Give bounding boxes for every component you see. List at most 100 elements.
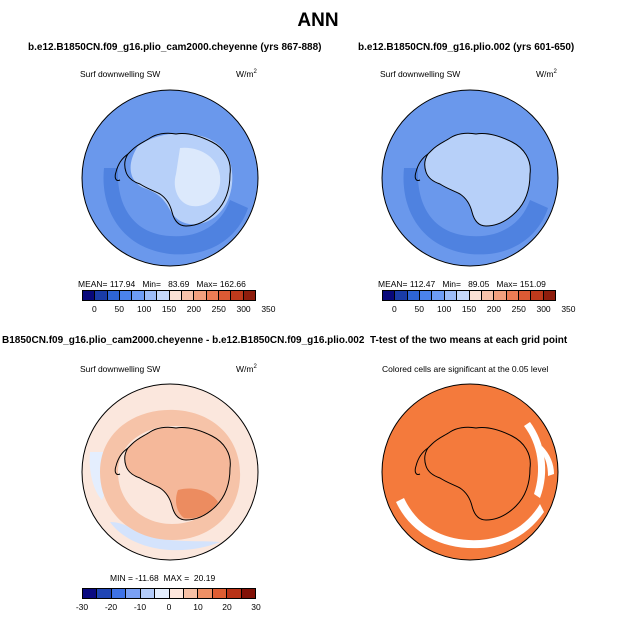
colorbar-swatch — [206, 291, 219, 300]
panel-1-band — [103, 168, 248, 255]
panel-4-significant-fill — [382, 384, 558, 560]
panel-2-colorbar — [382, 290, 556, 301]
panel-3-stats: MIN = -11.68 MAX = 20.19 — [110, 573, 216, 583]
panel-1-variable: Surf downwelling SW — [80, 69, 161, 79]
panel-3-hotspot — [176, 488, 218, 519]
colorbar-swatch — [97, 589, 112, 598]
colorbar-swatch — [107, 291, 121, 300]
panel-1-colorbar-ticks: 0 50 100 150 200 250 300 350 — [82, 304, 275, 316]
colorbar-swatch — [444, 291, 458, 300]
panel-3-blue-patch-bottom — [110, 522, 220, 551]
colorbar-swatch — [383, 291, 396, 300]
colorbar-tick-label: 350 — [261, 304, 276, 314]
colorbar-swatch — [83, 589, 98, 598]
colorbar-swatch — [494, 291, 507, 300]
colorbar-tick-label: 0 — [166, 602, 172, 612]
panel-1-coastline — [124, 132, 231, 227]
panel-1-colorbar — [82, 290, 256, 301]
colorbar-tick-label: 100 — [137, 304, 152, 314]
colorbar-swatch — [169, 291, 182, 300]
panel-3-units: W/m2 — [236, 364, 257, 374]
panel-4-map — [381, 383, 559, 561]
panel-3-variable: Surf downwelling SW — [80, 364, 161, 374]
panel-4-coastline — [424, 426, 531, 521]
colorbar-tick-label: 0 — [92, 304, 97, 314]
colorbar-swatch — [227, 589, 242, 598]
colorbar-swatch — [469, 291, 482, 300]
colorbar-tick-label: 300 — [236, 304, 251, 314]
colorbar-swatch — [194, 291, 207, 300]
panel-2-colorbar-ticks: 0 50 100 150 200 250 300 350 — [382, 304, 575, 316]
colorbar-tick-label: 50 — [114, 304, 125, 314]
panel-1-stats: MEAN= 117.94 Min= 83.69 Max= 162.66 — [78, 279, 246, 289]
colorbar-tick-label: 300 — [536, 304, 551, 314]
colorbar-swatch — [457, 291, 470, 300]
panel-2-variable: Surf downwelling SW — [380, 69, 461, 79]
colorbar-swatch — [218, 291, 232, 300]
colorbar-tick-label: 10 — [193, 602, 203, 612]
colorbar-swatch — [243, 291, 256, 300]
panel-1-units: W/m2 — [236, 69, 257, 79]
panel-3-coastline — [124, 426, 231, 521]
colorbar-swatch — [518, 291, 532, 300]
colorbar-swatch — [111, 589, 127, 598]
panel-3-map — [81, 383, 259, 561]
colorbar-swatch — [83, 291, 96, 300]
panel-1-title: b.e12.B1850CN.f09_g16.plio_cam2000.cheye… — [28, 42, 322, 53]
colorbar-swatch — [120, 291, 133, 300]
colorbar-tick-label: -20 — [104, 602, 118, 612]
colorbar-swatch — [183, 589, 199, 598]
colorbar-swatch — [144, 291, 158, 300]
colorbar-swatch — [407, 291, 421, 300]
panel-2-peninsula — [414, 153, 429, 181]
colorbar-tick-label: -10 — [133, 602, 147, 612]
colorbar-tick-label: 150 — [161, 304, 177, 314]
panel-3-colorbar — [82, 588, 256, 599]
colorbar-swatch — [132, 291, 145, 300]
colorbar-tick-label: 50 — [414, 304, 425, 314]
colorbar-tick-label: -30 — [75, 602, 89, 612]
panel-4-insignificant-arc — [524, 422, 546, 498]
panel-1-plateau — [174, 147, 221, 207]
colorbar-swatch — [543, 291, 556, 300]
colorbar-swatch — [395, 291, 408, 300]
panel-3-title: B1850CN.f09_g16.plio_cam2000.cheyenne - … — [2, 335, 365, 346]
colorbar-swatch — [212, 589, 228, 598]
colorbar-tick-label: 250 — [511, 304, 526, 314]
colorbar-swatch — [95, 291, 108, 300]
panel-3-colorbar-ticks: -30 -20 -10 0 10 20 30 — [76, 602, 261, 614]
colorbar-swatch — [432, 291, 445, 300]
panel-1-map — [81, 89, 259, 267]
colorbar-swatch — [155, 589, 170, 598]
colorbar-swatch — [140, 589, 156, 598]
colorbar-swatch — [241, 589, 256, 598]
colorbar-swatch — [169, 589, 184, 598]
main-title: ANN — [297, 10, 339, 31]
panel-2-stats: MEAN= 112.47 Min= 89.05 Max= 151.09 — [378, 279, 546, 289]
colorbar-tick-label: 20 — [222, 602, 232, 612]
panel-4-peninsula — [414, 447, 429, 475]
panel-2-units: W/m2 — [536, 69, 557, 79]
colorbar-tick-label: 250 — [211, 304, 226, 314]
colorbar-swatch — [506, 291, 519, 300]
colorbar-swatch — [181, 291, 195, 300]
panel-1-peninsula — [114, 153, 129, 181]
panel-2-band — [403, 168, 548, 255]
panel-2-map — [381, 89, 559, 267]
panel-2-coastline — [424, 132, 531, 227]
panel-3-peninsula — [114, 447, 129, 475]
colorbar-tick-label: 0 — [392, 304, 397, 314]
colorbar-swatch — [231, 291, 244, 300]
colorbar-swatch — [126, 589, 141, 598]
colorbar-swatch — [420, 291, 433, 300]
colorbar-swatch — [531, 291, 544, 300]
colorbar-tick-label: 30 — [251, 602, 261, 612]
panel-4-insignificant-band — [396, 498, 544, 549]
colorbar-swatch — [481, 291, 495, 300]
colorbar-tick-label: 100 — [437, 304, 452, 314]
panel-4-note: Colored cells are significant at the 0.0… — [382, 364, 549, 374]
panel-2-title: b.e12.B1850CN.f09_g16.plio.002 (yrs 601-… — [358, 42, 575, 53]
panel-2-interior — [424, 133, 531, 226]
colorbar-tick-label: 200 — [486, 304, 501, 314]
colorbar-tick-label: 150 — [461, 304, 477, 314]
